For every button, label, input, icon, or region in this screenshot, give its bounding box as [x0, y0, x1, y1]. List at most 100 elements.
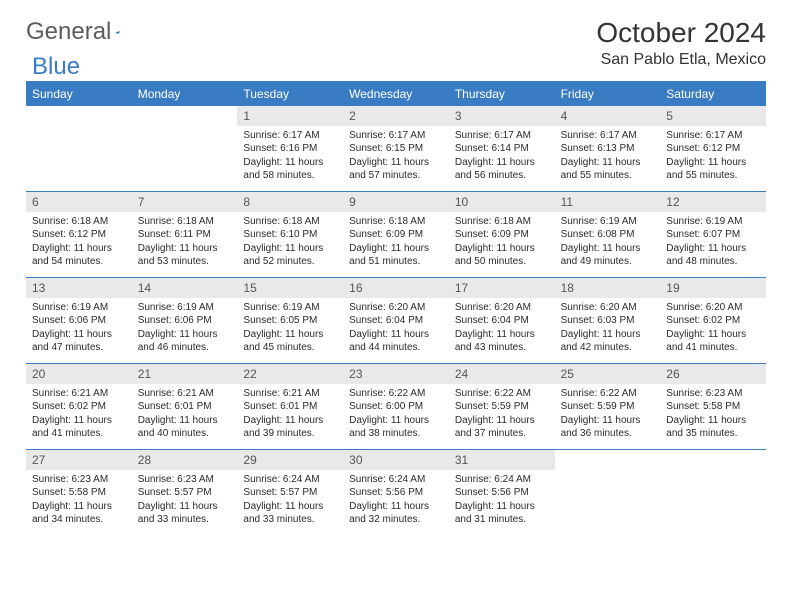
daylight-line: Daylight: 11 hours and 45 minutes. — [243, 328, 337, 355]
sunrise-line: Sunrise: 6:18 AM — [138, 215, 232, 229]
sunset-line: Sunset: 6:03 PM — [561, 314, 655, 328]
daylight-line: Daylight: 11 hours and 53 minutes. — [138, 242, 232, 269]
sunrise-line: Sunrise: 6:17 AM — [666, 129, 760, 143]
day-cell: 9Sunrise: 6:18 AMSunset: 6:09 PMDaylight… — [343, 191, 449, 277]
day-content: Sunrise: 6:24 AMSunset: 5:56 PMDaylight:… — [449, 470, 555, 531]
daylight-line: Daylight: 11 hours and 32 minutes. — [349, 500, 443, 527]
daylight-line: Daylight: 11 hours and 41 minutes. — [666, 328, 760, 355]
sunset-line: Sunset: 6:06 PM — [138, 314, 232, 328]
sunset-line: Sunset: 5:59 PM — [455, 400, 549, 414]
sunset-line: Sunset: 5:58 PM — [666, 400, 760, 414]
day-content: Sunrise: 6:22 AMSunset: 6:00 PMDaylight:… — [343, 384, 449, 445]
daylight-line: Daylight: 11 hours and 38 minutes. — [349, 414, 443, 441]
sunrise-line: Sunrise: 6:18 AM — [32, 215, 126, 229]
day-of-week-header: Wednesday — [343, 83, 449, 105]
sunrise-line: Sunrise: 6:19 AM — [32, 301, 126, 315]
day-number: 2 — [343, 106, 449, 126]
day-number: 7 — [132, 192, 238, 212]
sunrise-line: Sunrise: 6:17 AM — [349, 129, 443, 143]
empty-cell — [26, 105, 132, 191]
day-cell: 24Sunrise: 6:22 AMSunset: 5:59 PMDayligh… — [449, 363, 555, 449]
day-number: 16 — [343, 278, 449, 298]
day-number: 6 — [26, 192, 132, 212]
logo-text-1: General — [26, 18, 111, 46]
logo-triangle-icon — [115, 23, 120, 41]
day-content: Sunrise: 6:19 AMSunset: 6:05 PMDaylight:… — [237, 298, 343, 359]
day-cell: 11Sunrise: 6:19 AMSunset: 6:08 PMDayligh… — [555, 191, 661, 277]
sunrise-line: Sunrise: 6:19 AM — [138, 301, 232, 315]
empty-cell — [132, 105, 238, 191]
sunset-line: Sunset: 6:02 PM — [666, 314, 760, 328]
day-cell: 17Sunrise: 6:20 AMSunset: 6:04 PMDayligh… — [449, 277, 555, 363]
day-cell: 31Sunrise: 6:24 AMSunset: 5:56 PMDayligh… — [449, 449, 555, 535]
sunset-line: Sunset: 6:05 PM — [243, 314, 337, 328]
daylight-line: Daylight: 11 hours and 56 minutes. — [455, 156, 549, 183]
daylight-line: Daylight: 11 hours and 40 minutes. — [138, 414, 232, 441]
sunset-line: Sunset: 6:02 PM — [32, 400, 126, 414]
day-cell: 16Sunrise: 6:20 AMSunset: 6:04 PMDayligh… — [343, 277, 449, 363]
sunrise-line: Sunrise: 6:23 AM — [138, 473, 232, 487]
day-content: Sunrise: 6:22 AMSunset: 5:59 PMDaylight:… — [449, 384, 555, 445]
day-number: 9 — [343, 192, 449, 212]
daylight-line: Daylight: 11 hours and 55 minutes. — [666, 156, 760, 183]
day-cell: 28Sunrise: 6:23 AMSunset: 5:57 PMDayligh… — [132, 449, 238, 535]
day-cell: 15Sunrise: 6:19 AMSunset: 6:05 PMDayligh… — [237, 277, 343, 363]
day-cell: 20Sunrise: 6:21 AMSunset: 6:02 PMDayligh… — [26, 363, 132, 449]
sunset-line: Sunset: 6:06 PM — [32, 314, 126, 328]
sunrise-line: Sunrise: 6:19 AM — [666, 215, 760, 229]
sunrise-line: Sunrise: 6:20 AM — [455, 301, 549, 315]
location: San Pablo Etla, Mexico — [596, 51, 766, 69]
sunrise-line: Sunrise: 6:21 AM — [243, 387, 337, 401]
day-number: 4 — [555, 106, 661, 126]
sunset-line: Sunset: 6:01 PM — [138, 400, 232, 414]
day-content: Sunrise: 6:22 AMSunset: 5:59 PMDaylight:… — [555, 384, 661, 445]
daylight-line: Daylight: 11 hours and 58 minutes. — [243, 156, 337, 183]
sunset-line: Sunset: 6:12 PM — [32, 228, 126, 242]
day-content: Sunrise: 6:21 AMSunset: 6:02 PMDaylight:… — [26, 384, 132, 445]
sunrise-line: Sunrise: 6:19 AM — [561, 215, 655, 229]
day-content: Sunrise: 6:18 AMSunset: 6:09 PMDaylight:… — [449, 212, 555, 273]
day-number: 13 — [26, 278, 132, 298]
daylight-line: Daylight: 11 hours and 44 minutes. — [349, 328, 443, 355]
day-cell: 25Sunrise: 6:22 AMSunset: 5:59 PMDayligh… — [555, 363, 661, 449]
sunrise-line: Sunrise: 6:22 AM — [455, 387, 549, 401]
day-cell: 7Sunrise: 6:18 AMSunset: 6:11 PMDaylight… — [132, 191, 238, 277]
day-cell: 23Sunrise: 6:22 AMSunset: 6:00 PMDayligh… — [343, 363, 449, 449]
day-number: 12 — [660, 192, 766, 212]
sunrise-line: Sunrise: 6:24 AM — [455, 473, 549, 487]
sunset-line: Sunset: 6:08 PM — [561, 228, 655, 242]
day-cell: 14Sunrise: 6:19 AMSunset: 6:06 PMDayligh… — [132, 277, 238, 363]
day-number: 22 — [237, 364, 343, 384]
day-cell: 1Sunrise: 6:17 AMSunset: 6:16 PMDaylight… — [237, 105, 343, 191]
day-content: Sunrise: 6:17 AMSunset: 6:13 PMDaylight:… — [555, 126, 661, 187]
daylight-line: Daylight: 11 hours and 33 minutes. — [138, 500, 232, 527]
day-cell: 29Sunrise: 6:24 AMSunset: 5:57 PMDayligh… — [237, 449, 343, 535]
sunset-line: Sunset: 6:13 PM — [561, 142, 655, 156]
daylight-line: Daylight: 11 hours and 33 minutes. — [243, 500, 337, 527]
day-cell: 4Sunrise: 6:17 AMSunset: 6:13 PMDaylight… — [555, 105, 661, 191]
sunset-line: Sunset: 5:59 PM — [561, 400, 655, 414]
day-cell: 18Sunrise: 6:20 AMSunset: 6:03 PMDayligh… — [555, 277, 661, 363]
day-number: 26 — [660, 364, 766, 384]
sunrise-line: Sunrise: 6:18 AM — [243, 215, 337, 229]
logo: General — [26, 18, 141, 46]
day-of-week-header: Tuesday — [237, 83, 343, 105]
day-content: Sunrise: 6:23 AMSunset: 5:57 PMDaylight:… — [132, 470, 238, 531]
sunrise-line: Sunrise: 6:21 AM — [32, 387, 126, 401]
sunset-line: Sunset: 6:09 PM — [349, 228, 443, 242]
day-content: Sunrise: 6:20 AMSunset: 6:04 PMDaylight:… — [449, 298, 555, 359]
sunrise-line: Sunrise: 6:20 AM — [561, 301, 655, 315]
daylight-line: Daylight: 11 hours and 34 minutes. — [32, 500, 126, 527]
sunrise-line: Sunrise: 6:23 AM — [666, 387, 760, 401]
sunrise-line: Sunrise: 6:24 AM — [349, 473, 443, 487]
daylight-line: Daylight: 11 hours and 55 minutes. — [561, 156, 655, 183]
day-content: Sunrise: 6:17 AMSunset: 6:14 PMDaylight:… — [449, 126, 555, 187]
day-number: 28 — [132, 450, 238, 470]
daylight-line: Daylight: 11 hours and 46 minutes. — [138, 328, 232, 355]
day-content: Sunrise: 6:23 AMSunset: 5:58 PMDaylight:… — [660, 384, 766, 445]
sunset-line: Sunset: 5:58 PM — [32, 486, 126, 500]
sunset-line: Sunset: 6:07 PM — [666, 228, 760, 242]
sunset-line: Sunset: 6:12 PM — [666, 142, 760, 156]
day-cell: 5Sunrise: 6:17 AMSunset: 6:12 PMDaylight… — [660, 105, 766, 191]
day-number: 8 — [237, 192, 343, 212]
